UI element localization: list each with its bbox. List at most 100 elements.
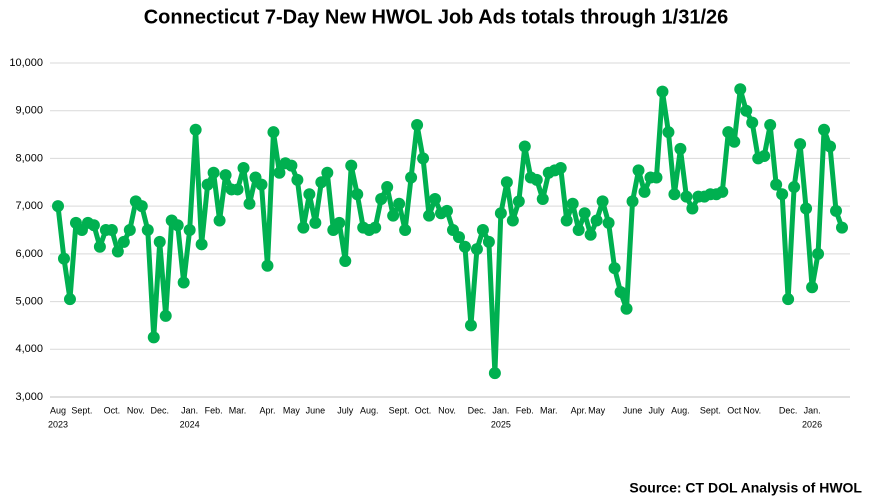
data-point <box>602 216 615 229</box>
source-note: Source: CT DOL Analysis of HWOL <box>629 480 862 496</box>
data-point <box>93 240 106 253</box>
data-point <box>441 204 454 217</box>
data-point <box>345 159 358 172</box>
y-tick-label: 6,000 <box>15 248 43 260</box>
data-point <box>656 85 669 98</box>
data-point <box>794 138 807 151</box>
data-point <box>572 224 585 236</box>
data-point <box>674 142 687 155</box>
x-tick-label: June <box>623 405 643 415</box>
x-tick-label: Apr. <box>259 405 275 415</box>
data-point <box>596 195 609 208</box>
x-year-label: 2023 <box>48 419 68 429</box>
x-tick-label: Jan. <box>492 405 509 415</box>
y-tick-label: 7,000 <box>15 200 43 212</box>
data-point <box>770 178 783 191</box>
data-point <box>476 224 489 236</box>
data-point <box>488 367 501 380</box>
data-point <box>309 216 322 229</box>
data-point <box>291 173 304 186</box>
data-point <box>339 255 352 268</box>
x-tick-label: Sept. <box>389 405 410 415</box>
x-tick-label: Mar. <box>540 405 558 415</box>
x-tick-label: Dec. <box>468 405 487 415</box>
data-point <box>381 181 394 194</box>
x-year-label: 2025 <box>491 419 511 429</box>
data-point <box>686 202 699 215</box>
x-tick-label: Nov. <box>743 405 761 415</box>
data-point <box>608 262 621 275</box>
data-point <box>201 178 214 191</box>
data-point <box>734 83 747 96</box>
x-tick-label: Apr. <box>571 405 587 415</box>
data-point <box>189 123 202 136</box>
data-point <box>105 224 118 236</box>
data-point <box>512 195 525 208</box>
data-point <box>788 181 801 194</box>
data-point <box>393 197 406 210</box>
x-tick-label: Dec. <box>779 405 798 415</box>
data-point <box>231 183 244 196</box>
data-point <box>482 235 495 248</box>
data-point <box>351 188 364 201</box>
data-point <box>177 276 190 289</box>
data-point <box>141 224 154 236</box>
data-point <box>183 224 196 236</box>
data-point <box>824 140 837 153</box>
data-point <box>812 247 825 260</box>
data-point <box>632 164 645 177</box>
data-point <box>722 126 735 139</box>
data-point <box>554 161 567 174</box>
data-point <box>153 235 166 248</box>
data-point <box>740 104 753 117</box>
x-tick-label: Nov. <box>438 405 456 415</box>
data-point <box>536 192 549 205</box>
data-point <box>429 192 442 205</box>
data-point <box>494 207 507 220</box>
data-point <box>458 240 471 253</box>
x-tick-label: Sept. <box>700 405 721 415</box>
data-point <box>111 245 124 258</box>
data-point <box>584 228 597 241</box>
data-point <box>728 135 741 148</box>
x-tick-label: July <box>648 405 665 415</box>
data-point <box>764 119 777 132</box>
x-tick-label: May <box>283 405 301 415</box>
data-point <box>147 331 160 344</box>
data-point <box>650 171 663 184</box>
data-point <box>57 252 70 265</box>
data-point <box>267 126 280 139</box>
data-point <box>782 293 795 306</box>
data-point <box>171 219 184 232</box>
x-tick-label: Sept. <box>71 405 92 415</box>
data-point <box>237 161 250 174</box>
data-point <box>818 123 831 136</box>
y-tick-label: 10,000 <box>9 57 43 69</box>
y-tick-label: 4,000 <box>15 343 43 355</box>
x-tick-label: Nov. <box>127 405 145 415</box>
x-tick-label: Mar. <box>229 405 247 415</box>
x-tick-label: Dec. <box>150 405 169 415</box>
data-point <box>405 171 418 184</box>
data-point <box>716 185 729 198</box>
data-point <box>506 214 519 227</box>
data-point <box>303 188 316 201</box>
data-point <box>578 207 591 220</box>
x-year-label: 2026 <box>802 419 822 429</box>
data-point <box>321 166 334 179</box>
x-tick-label: June <box>306 405 326 415</box>
x-tick-label: Jan. <box>181 405 198 415</box>
x-tick-label: July <box>337 405 354 415</box>
data-point <box>273 166 286 179</box>
data-point <box>243 197 256 210</box>
x-tick-label: Oct <box>727 405 742 415</box>
data-point <box>315 176 328 189</box>
data-point <box>297 221 310 234</box>
y-tick-label: 5,000 <box>15 295 43 307</box>
data-point <box>590 214 603 227</box>
x-year-label: 2024 <box>180 419 200 429</box>
data-point <box>399 224 412 236</box>
x-tick-label: Feb. <box>516 405 534 415</box>
data-point <box>411 119 424 132</box>
